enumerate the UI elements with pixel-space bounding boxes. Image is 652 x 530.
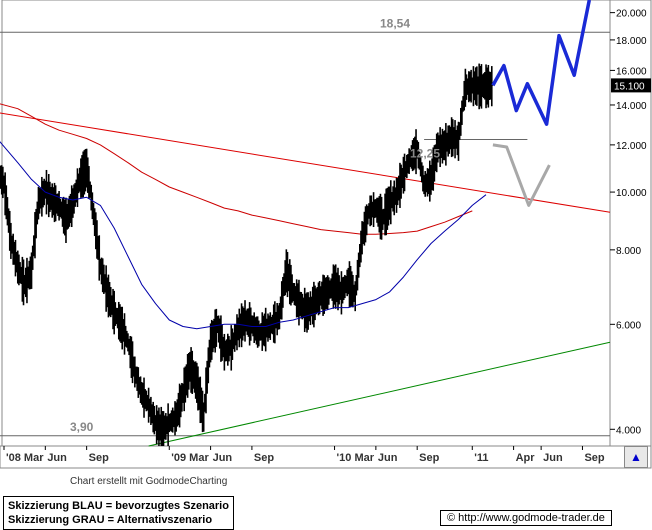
last-price-label: 15.100 — [614, 81, 645, 92]
plot-area — [1, 0, 611, 447]
price-line — [0, 84, 493, 430]
x-tick-label: Apr — [516, 452, 536, 464]
source-url-link[interactable]: © http://www.godmode-trader.de — [440, 510, 612, 526]
y-tick-label: 8.000 — [616, 246, 641, 257]
value-annotation: 18,54 — [380, 16, 410, 30]
value-annotation: 3,90 — [70, 420, 94, 434]
y-tick-label: 14.000 — [616, 101, 647, 112]
x-tick-label: Sep — [254, 452, 274, 464]
y-tick-label: 4.000 — [616, 425, 641, 436]
x-tick-label: '08 Mar — [6, 452, 44, 464]
green-trendline — [148, 341, 611, 447]
x-tick-label: Sep — [584, 452, 604, 464]
y-tick-label: 18.000 — [616, 36, 647, 47]
x-tick-label: Jun — [378, 452, 398, 464]
y-axis-panel — [609, 0, 652, 447]
x-axis-band — [0, 445, 652, 469]
x-tick-label: Jun — [543, 452, 563, 464]
value-annotation: 12,25 — [410, 147, 440, 161]
x-tick-label: Sep — [89, 452, 109, 464]
x-tick-label: Jun — [213, 452, 233, 464]
x-tick-label: '09 Mar — [171, 452, 209, 464]
legend-grey-scenario: Skizzierung GRAU = Alternativszenario — [8, 514, 213, 526]
x-tick-label: Sep — [419, 452, 439, 464]
chart-nav-icon[interactable]: ▲ — [624, 446, 648, 468]
x-tick-label: Jun — [47, 452, 67, 464]
red-moving-average — [0, 103, 473, 235]
last-price-badge — [611, 78, 651, 93]
blue-scenario-path — [491, 0, 592, 126]
red-trendline — [0, 112, 611, 213]
blue-moving-average — [0, 141, 487, 330]
y-tick-label: 16.000 — [616, 66, 647, 77]
scenario-legend: Skizzierung BLAU = bevorzugtes Szenario … — [3, 496, 234, 530]
x-tick-label: '10 Mar — [337, 452, 375, 464]
legend-blue-scenario: Skizzierung BLAU = bevorzugtes Szenario — [8, 500, 229, 512]
grey-scenario-path — [492, 143, 551, 207]
y-tick-label: 10.000 — [616, 188, 647, 199]
y-tick-label: 12.000 — [616, 141, 647, 152]
y-tick-label: 6.000 — [616, 320, 641, 331]
x-tick-label: '11 — [474, 452, 488, 464]
y-tick-label: 20.000 — [616, 9, 647, 20]
chart-credit: Chart erstellt mit GodmodeCharting — [70, 476, 228, 487]
